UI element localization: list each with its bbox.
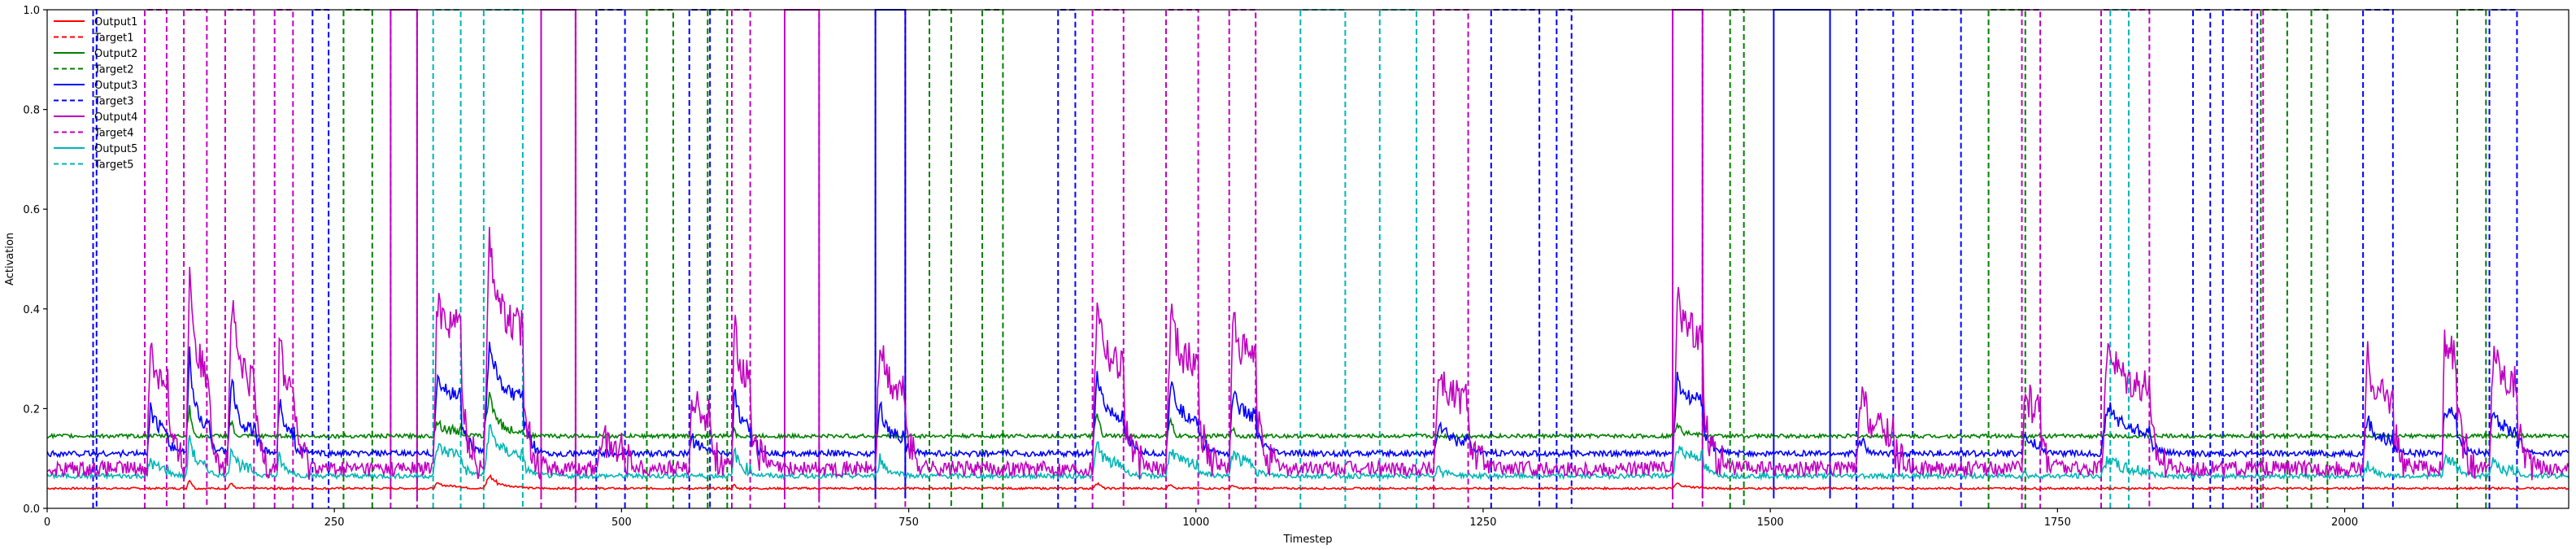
y-tick-label: 1.0 [23, 5, 40, 17]
legend: Output1 Target1 Output2 Target2 Output3 Targe… [54, 16, 137, 172]
solid-pulse-2 [783, 9, 820, 499]
series-output4 [46, 227, 2569, 481]
x-axis-label: Timestep [1283, 534, 1333, 546]
y-tick-label: 0.4 [23, 304, 40, 316]
legend-label: Output4 [94, 111, 137, 124]
legend-label: Target2 [94, 64, 134, 76]
x-tick-label: 1000 [1182, 516, 1209, 529]
legend-label: Target1 [94, 33, 134, 45]
legend-label: Output5 [94, 143, 137, 155]
x-tick-label: 0 [44, 516, 50, 529]
solid-pulse-1 [540, 9, 577, 499]
y-tick-label: 0.6 [23, 204, 40, 216]
legend-label: Output1 [94, 16, 137, 28]
x-tick-label: 250 [324, 516, 345, 529]
legend-label: Target5 [94, 159, 134, 172]
legend-label: Target3 [94, 96, 134, 108]
x-tick-label: 1750 [2044, 516, 2071, 529]
legend-label: Output3 [94, 80, 137, 92]
y-axis-label: Activation [4, 233, 16, 285]
legend-label: Output2 [94, 48, 137, 60]
series-target5 [432, 9, 2130, 508]
plot-frame [46, 9, 2569, 509]
series-output2 [46, 391, 2569, 441]
y-tick-label: 0.0 [23, 503, 40, 516]
legend-label: Target4 [94, 128, 134, 140]
axes: 0 250 500 750 1000 1250 1500 1750 2000 0.0 0.2 0.4 0… [4, 5, 2569, 546]
solid-pulse-3 [874, 9, 907, 499]
y-tick-label: 0.2 [23, 403, 40, 416]
y-tick-label: 0.8 [23, 105, 40, 117]
solid-pulse-0 [389, 9, 418, 499]
series-output5 [46, 424, 2569, 481]
x-tick-label: 750 [899, 516, 919, 529]
x-tick-label: 1250 [1469, 516, 1496, 529]
plot-area [46, 9, 2569, 508]
x-tick-label: 1500 [1757, 516, 1784, 529]
x-tick-label: 2000 [2331, 516, 2358, 529]
x-tick-label: 500 [611, 516, 632, 529]
series-output3 [46, 342, 2569, 459]
series-output1 [46, 473, 2569, 491]
solid-pulse-5 [1773, 9, 1831, 499]
